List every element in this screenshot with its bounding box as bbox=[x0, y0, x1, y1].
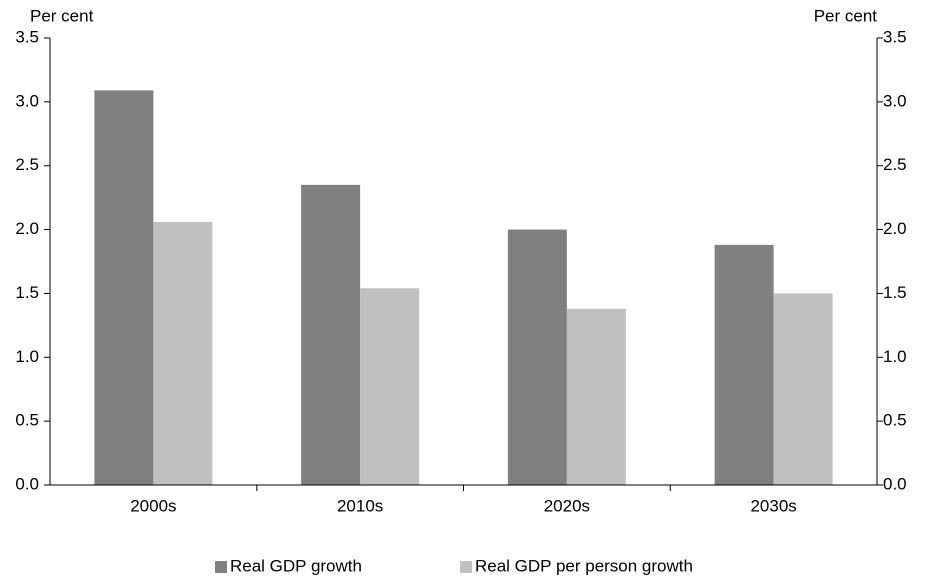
y2-tick-label: 1.0 bbox=[883, 347, 907, 366]
legend-swatch bbox=[215, 561, 227, 573]
y-tick-label: 1.5 bbox=[15, 283, 39, 302]
y-tick-label: 3.5 bbox=[15, 27, 39, 46]
y-tick-label: 0.0 bbox=[15, 474, 39, 493]
bar bbox=[714, 244, 774, 485]
y2-tick-label: 2.0 bbox=[883, 219, 907, 238]
y-tick-label: 3.0 bbox=[15, 91, 39, 110]
bar bbox=[94, 90, 154, 485]
y-axis-label: Per cent bbox=[30, 6, 94, 25]
legend-label: Real GDP growth bbox=[230, 556, 362, 575]
x-tick-label: 2000s bbox=[130, 496, 176, 515]
x-tick-label: 2030s bbox=[750, 496, 796, 515]
legend-swatch bbox=[460, 561, 472, 573]
bar bbox=[507, 229, 567, 485]
y-tick-label: 2.0 bbox=[15, 219, 39, 238]
y2-tick-label: 0.0 bbox=[883, 474, 907, 493]
y2-tick-label: 0.5 bbox=[883, 411, 907, 430]
y2-tick-label: 2.5 bbox=[883, 155, 907, 174]
y2-tick-label: 3.5 bbox=[883, 27, 907, 46]
y-tick-label: 2.5 bbox=[15, 155, 39, 174]
bar bbox=[301, 184, 361, 485]
bar bbox=[153, 221, 213, 485]
bar bbox=[360, 288, 420, 485]
legend-label: Real GDP per person growth bbox=[475, 556, 693, 575]
y2-tick-label: 1.5 bbox=[883, 283, 907, 302]
y2-axis-label: Per cent bbox=[814, 6, 878, 25]
y-tick-label: 0.5 bbox=[15, 411, 39, 430]
bar bbox=[773, 293, 833, 485]
y2-tick-label: 3.0 bbox=[883, 91, 907, 110]
x-tick-label: 2020s bbox=[544, 496, 590, 515]
y-tick-label: 1.0 bbox=[15, 347, 39, 366]
x-tick-label: 2010s bbox=[337, 496, 383, 515]
bar bbox=[566, 308, 626, 485]
